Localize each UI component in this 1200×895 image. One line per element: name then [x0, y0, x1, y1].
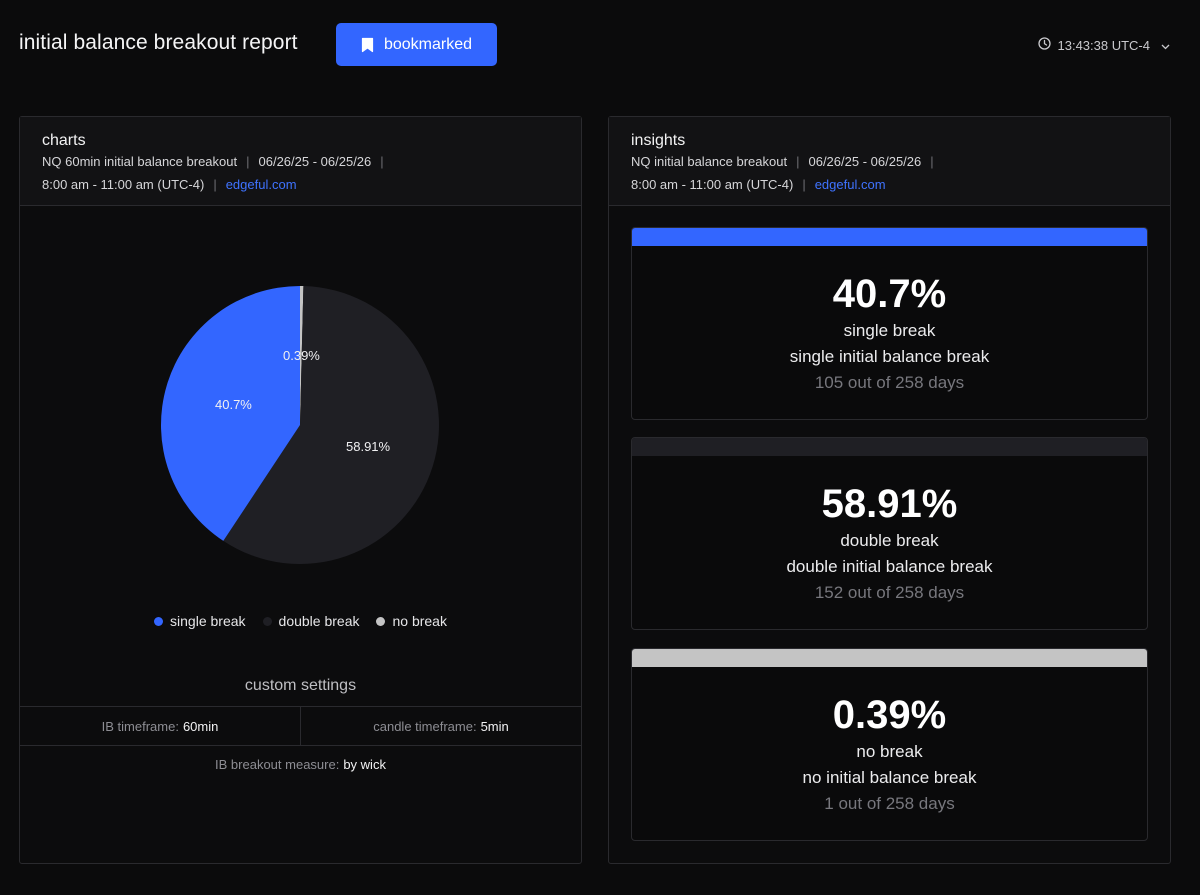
separator: | — [802, 177, 806, 192]
report-name: NQ initial balance breakout — [631, 154, 788, 169]
separator: | — [796, 154, 800, 169]
edgeful-link[interactable]: edgeful.com — [814, 177, 886, 192]
separator: | — [213, 177, 217, 192]
setting-candle-timeframe: candle timeframe: 5min — [300, 707, 581, 745]
legend-item-no-break[interactable]: no break — [376, 613, 447, 629]
charts-meta-line2: 8:00 am - 11:00 am (UTC-4) | edgeful.com — [42, 174, 581, 196]
pie-chart-svg — [161, 286, 439, 564]
top-bar: initial balance breakout report bookmark… — [0, 0, 1200, 90]
card-percent: 58.91% — [821, 482, 958, 526]
insights-meta-line2: 8:00 am - 11:00 am (UTC-4) | edgeful.com — [631, 174, 1170, 196]
setting-value: 60min — [182, 718, 219, 734]
setting-label: IB breakout measure: — [215, 757, 340, 772]
chart-legend: single break double break no break — [20, 613, 581, 629]
charts-panel-header: charts NQ 60min initial balance breakout… — [20, 117, 581, 206]
card-color-bar — [632, 649, 1147, 667]
charts-panel: charts NQ 60min initial balance breakout… — [19, 116, 582, 864]
session-time: 8:00 am - 11:00 am (UTC-4) — [42, 177, 205, 192]
pie-slice-double-break[interactable] — [223, 286, 439, 564]
slice-label-single-break: 40.7% — [215, 397, 252, 412]
current-time: 13:43:38 UTC-4 — [1057, 37, 1151, 53]
insights-panel-title: insights — [631, 132, 686, 149]
card-name: single break — [843, 321, 936, 340]
slice-label-double-break: 58.91% — [346, 439, 391, 454]
card-name: double break — [840, 531, 939, 550]
bookmark-label: bookmarked — [383, 35, 473, 53]
insights-panel: insights NQ initial balance breakout | 06/… — [608, 116, 1171, 864]
chevron-down-icon — [1161, 38, 1170, 53]
card-days: 1 out of 258 days — [824, 794, 955, 813]
insight-card-double-break: 58.91% double break double initial balan… — [631, 437, 1148, 630]
setting-value: 5min — [480, 718, 509, 734]
insights-panel-header: insights NQ initial balance breakout | 06/… — [609, 117, 1170, 206]
pie-slice-single-break[interactable] — [161, 286, 300, 541]
settings-row: IB timeframe: 60min candle timeframe: 5min — [20, 706, 581, 746]
setting-ib-timeframe: IB timeframe: 60min — [20, 707, 300, 745]
card-description: no initial balance break — [802, 768, 977, 787]
card-description: single initial balance break — [789, 347, 990, 366]
card-name: no break — [856, 742, 923, 761]
card-description: double initial balance break — [786, 557, 993, 576]
insights-meta-line1: NQ initial balance breakout | 06/26/25 - 0… — [631, 151, 1170, 173]
slice-label-no-break: 0.39% — [283, 348, 320, 363]
separator: | — [930, 154, 934, 169]
setting-value: by wick — [343, 757, 386, 772]
card-percent: 0.39% — [832, 693, 947, 737]
date-range: 06/26/25 - 06/25/26 — [808, 154, 922, 169]
clock-icon — [1037, 37, 1051, 53]
legend-dot — [376, 616, 386, 626]
setting-label: IB timeframe: — [101, 718, 179, 734]
setting-breakout-measure: IB breakout measure: by wick — [20, 757, 581, 772]
timezone-selector[interactable]: 13:43:38 UTC-4 — [1037, 36, 1171, 54]
card-percent: 40.7% — [832, 272, 947, 316]
insight-card-single-break: 40.7% single break single initial balanc… — [631, 227, 1148, 420]
insight-card-no-break: 0.39% no break no initial balance break … — [631, 648, 1148, 841]
card-days: 105 out of 258 days — [814, 373, 965, 392]
legend-label: single break — [170, 613, 246, 629]
legend-label: double break — [278, 613, 360, 629]
legend-dot — [262, 616, 272, 626]
separator: | — [380, 154, 384, 169]
pie-chart — [160, 285, 440, 565]
card-days: 152 out of 258 days — [814, 583, 965, 602]
date-range: 06/26/25 - 06/25/26 — [258, 154, 372, 169]
charts-meta-line1: NQ 60min initial balance breakout | 06/26/… — [42, 151, 581, 173]
session-time: 8:00 am - 11:00 am (UTC-4) — [631, 177, 794, 192]
report-name: NQ 60min initial balance breakout — [42, 154, 238, 169]
separator: | — [246, 154, 250, 169]
bookmark-icon — [361, 37, 374, 53]
setting-label: candle timeframe: — [373, 718, 477, 734]
page-title: initial balance breakout report — [19, 31, 298, 54]
custom-settings-title: custom settings — [244, 677, 357, 694]
legend-item-double-break[interactable]: double break — [262, 613, 360, 629]
edgeful-link[interactable]: edgeful.com — [225, 177, 297, 192]
legend-item-single-break[interactable]: single break — [154, 613, 246, 629]
card-color-bar — [632, 228, 1147, 246]
pie-slice-no-break[interactable] — [300, 286, 304, 425]
bookmark-button[interactable]: bookmarked — [336, 23, 497, 66]
legend-label: no break — [392, 613, 447, 629]
legend-dot — [154, 616, 164, 626]
charts-panel-title: charts — [42, 132, 86, 149]
card-color-bar — [632, 438, 1147, 456]
